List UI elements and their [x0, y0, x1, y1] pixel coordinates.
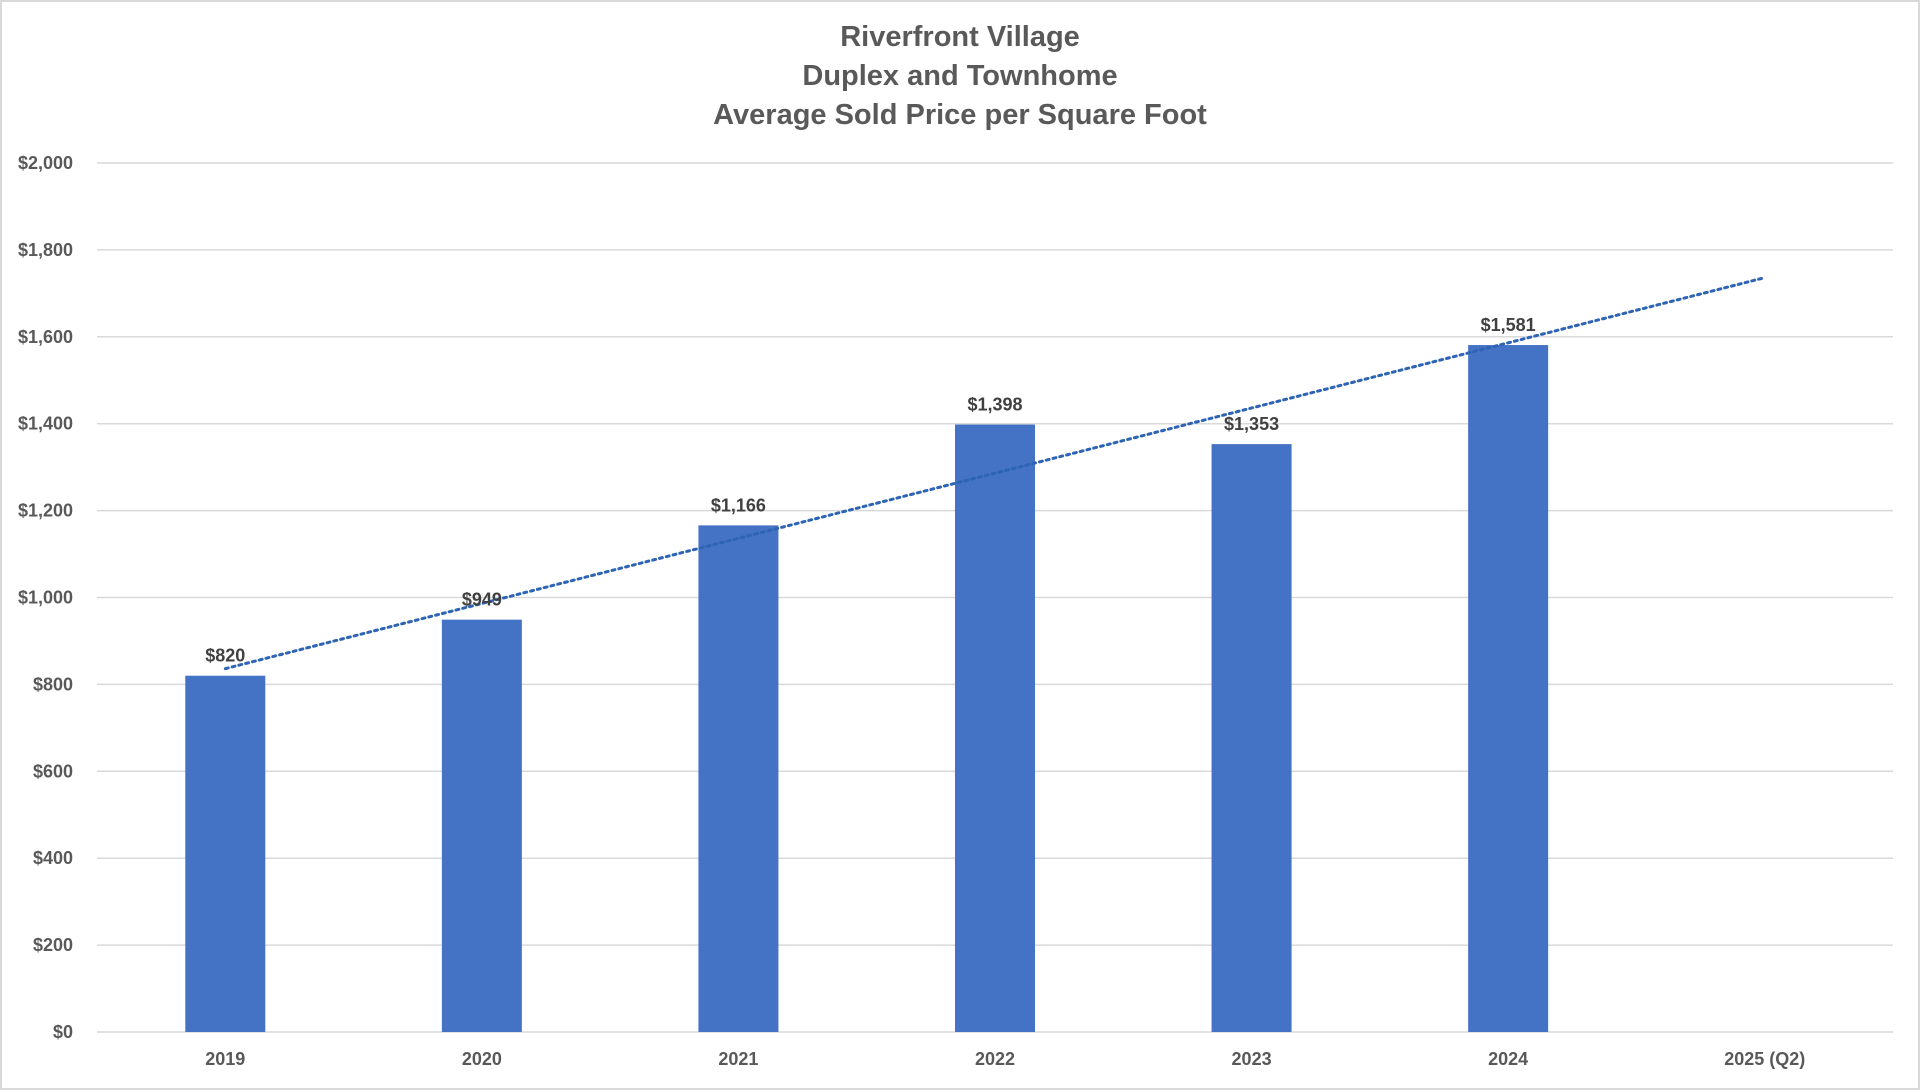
x-tick-label: 2021 [718, 1049, 758, 1069]
x-tick-label: 2023 [1232, 1049, 1272, 1069]
bar [955, 424, 1035, 1033]
bar [698, 525, 779, 1032]
data-label: $949 [462, 590, 502, 610]
trendline [223, 276, 1767, 671]
y-tick-label: $1,600 [18, 327, 73, 347]
y-tick-label: $800 [33, 674, 73, 694]
title-line-2: Duplex and Townhome [802, 60, 1118, 92]
chart-title: Riverfront Village Duplex and Townhome A… [0, 18, 1920, 135]
y-tick-label: $0 [53, 1022, 73, 1042]
title-line-3: Average Sold Price per Square Foot [713, 99, 1207, 131]
y-axis-ticks: $0 $200 $400 $600 $800 $1,000 $1,200 $1,400 $1,6… [18, 153, 73, 1042]
data-label: $1,166 [711, 495, 766, 515]
y-tick-label: $200 [33, 935, 73, 955]
data-label: $1,398 [967, 395, 1022, 415]
x-tick-label: 2020 [462, 1049, 502, 1069]
data-label: $1,353 [1224, 414, 1279, 434]
data-label: $820 [205, 646, 245, 666]
data-label: $1,581 [1481, 315, 1536, 335]
y-tick-label: $1,800 [18, 240, 73, 260]
trendline-group [223, 276, 1767, 671]
title-line-1: Riverfront Village [840, 21, 1080, 53]
y-tick-label: $1,000 [18, 588, 73, 608]
bars [185, 345, 1549, 1033]
y-tick-label: $600 [33, 761, 73, 781]
x-tick-label: 2025 (Q2) [1724, 1049, 1805, 1069]
x-tick-label: 2024 [1488, 1049, 1528, 1069]
bar [185, 675, 266, 1032]
y-tick-label: $1,200 [18, 501, 73, 521]
x-tick-label: 2019 [205, 1049, 245, 1069]
y-tick-label: $2,000 [18, 153, 73, 173]
bar [1211, 444, 1292, 1033]
y-tick-label: $400 [33, 848, 73, 868]
x-tick-label: 2022 [975, 1049, 1015, 1069]
bar [441, 619, 522, 1032]
y-tick-label: $1,400 [18, 414, 73, 434]
data-labels: $820 $949 $1,166 $1,398 $1,353 $1,581 [205, 315, 1535, 666]
x-axis-ticks: 2019 2020 2021 2022 2023 2024 2025 (Q2) [205, 1049, 1805, 1069]
bar [1468, 345, 1549, 1032]
